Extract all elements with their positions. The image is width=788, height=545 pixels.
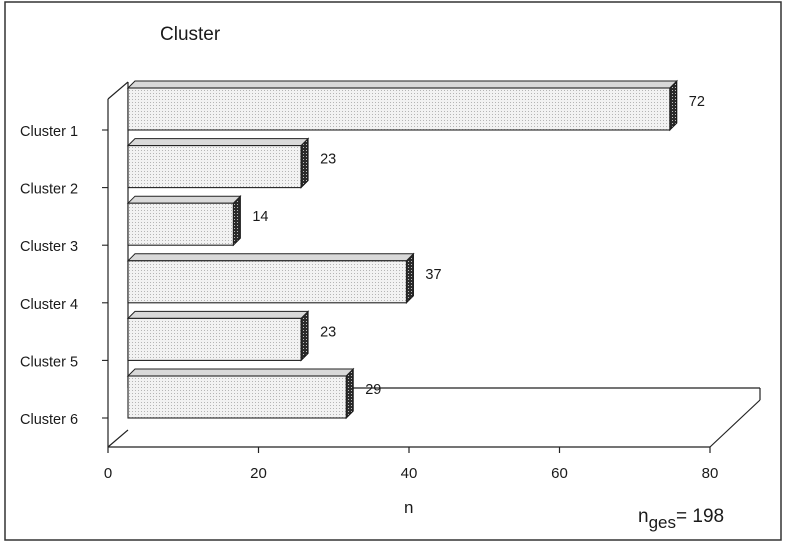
total-label: nges= 198 [638,506,724,532]
bar [127,87,671,131]
data-label: 14 [252,209,268,225]
axis-ticks: 0 20 40 60 80 [102,129,719,482]
bar-side [300,310,309,362]
floor-left-depth-edge [107,429,129,448]
top-left-depth-edge [107,81,129,100]
chart-frame [4,1,782,541]
bar [127,317,302,361]
y-tick-label: Cluster 3 [20,239,78,255]
y-tick-label: Cluster 2 [20,182,78,198]
bar [127,145,302,189]
bar-top [126,80,679,89]
bar [127,202,234,246]
x-tick-label: 80 [702,465,719,482]
bar-top [126,253,415,262]
x-tick-label: 20 [250,465,267,482]
bar-side [669,79,678,132]
bar-top [126,138,310,147]
total-label-subscript: ges [649,513,676,532]
floor-right-depth-edge [709,399,761,448]
data-label: 23 [320,324,336,340]
chart-title: Cluster [160,24,221,45]
total-label-prefix: n [638,506,649,527]
x-tick-label: 40 [401,465,418,482]
data-label: 29 [365,382,381,398]
bars [126,79,679,420]
x-tick-label: 0 [104,465,112,482]
bar [127,260,407,304]
bar-top [126,310,310,319]
bar-side [300,137,309,189]
x-axis-label: n [404,498,413,517]
total-label-value: = 198 [676,506,724,527]
bar-top [126,195,242,204]
data-label: 72 [689,94,705,110]
y-tick-label: Cluster 6 [20,412,78,428]
bar-top [126,368,355,377]
data-label: 23 [320,152,336,168]
y-tick-label: Cluster 1 [20,124,78,140]
data-label: 37 [425,267,441,283]
y-tick-label: Cluster 4 [20,297,78,313]
bar-side [345,367,354,420]
labels: Cluster 1 Cluster 2 Cluster 3 Cluster 4 Clus… [20,94,705,428]
bar-side [232,194,241,247]
bar [127,375,347,419]
bar-side [405,252,414,305]
x-tick-label: 60 [551,465,568,482]
y-tick-label: Cluster 5 [20,354,78,370]
